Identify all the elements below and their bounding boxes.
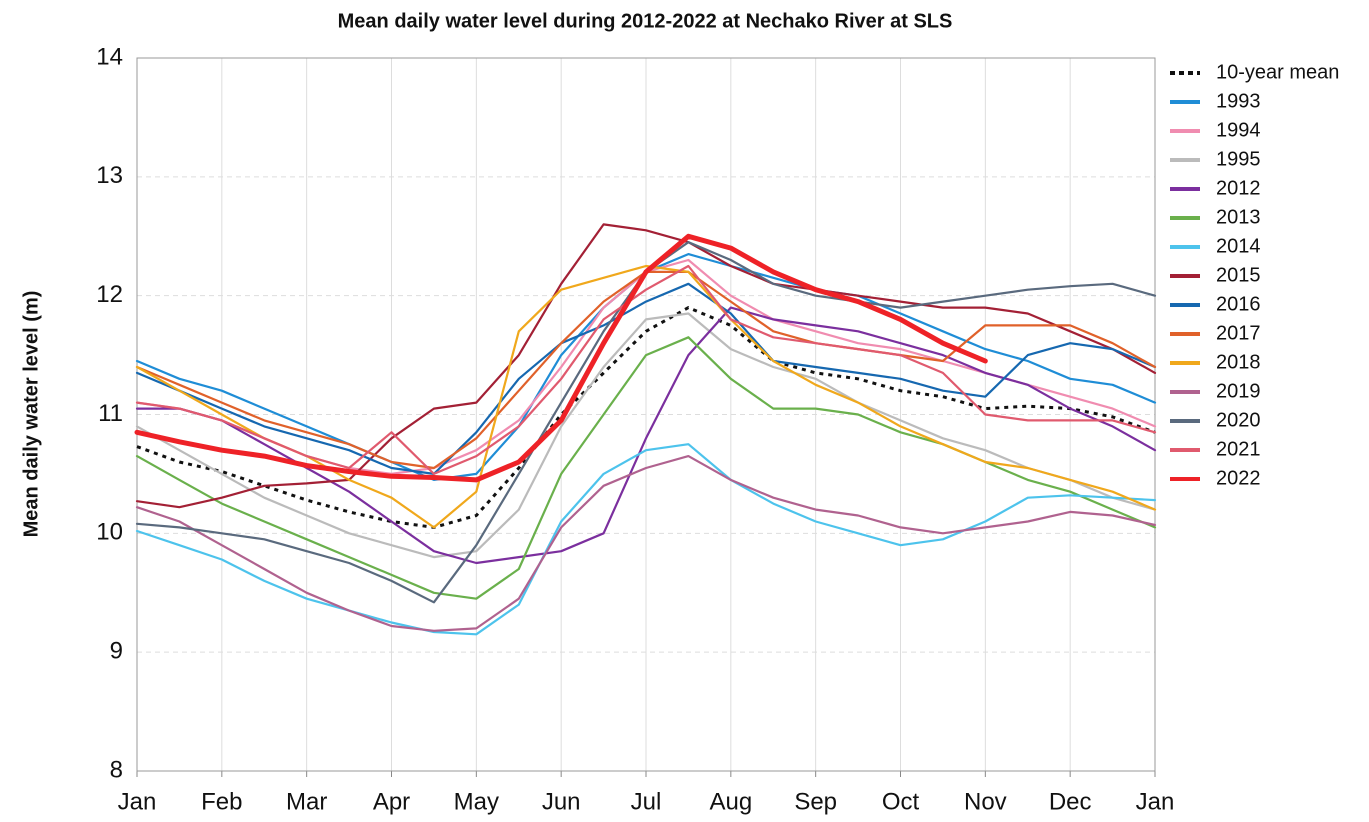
chart-title: Mean daily water level during 2012-2022 … [338,10,953,32]
y-tick-label: 14 [96,43,123,70]
legend-label: 1994 [1216,119,1261,141]
legend-label: 2013 [1216,206,1261,228]
x-tick-label: Jul [631,788,662,815]
x-tick-label: May [454,788,499,815]
legend-label: 2014 [1216,235,1261,257]
legend-label: 2019 [1216,380,1261,402]
series-line [135,455,1157,632]
legend-label: 1993 [1216,90,1261,112]
series-line [135,443,1157,636]
series-line [135,312,1157,559]
legend-label: 2012 [1216,177,1261,199]
y-axis-label: Mean daily water level (m) [20,291,42,538]
x-tick-label: Sep [794,788,837,815]
plot-frame [136,57,1156,772]
x-tick-label: Jan [118,788,157,815]
x-tick-label: Aug [709,788,752,815]
x-tick-label: Jun [542,788,581,815]
legend-label: 2017 [1216,322,1261,344]
legend-label: 1995 [1216,148,1261,170]
legend-label: 10-year mean [1216,61,1339,83]
y-tick-label: 11 [98,400,123,427]
y-tick-label: 13 [96,162,123,189]
x-tick-label: Nov [964,788,1007,815]
legend-label: 2021 [1216,438,1261,460]
x-tick-label: Oct [882,788,920,815]
y-tick-label: 12 [96,281,123,308]
x-tick-label: Feb [201,788,242,815]
legend-label: 2018 [1216,351,1261,373]
legend-label: 2020 [1216,409,1261,431]
x-tick-label: Apr [373,788,410,815]
legend-label: 2016 [1216,293,1261,315]
y-tick-label: 8 [110,756,123,783]
legend-label: 2022 [1216,467,1261,489]
series-line [136,306,1156,529]
series-line [134,233,988,483]
series-line [135,282,1157,475]
x-tick-label: Jan [1136,788,1175,815]
legend-label: 2015 [1216,264,1261,286]
series-line [135,264,1157,475]
series-line [135,223,1157,509]
x-tick-label: Dec [1049,788,1092,815]
y-tick-label: 10 [96,519,123,546]
y-tick-label: 9 [110,638,123,665]
x-tick-label: Mar [286,788,327,815]
